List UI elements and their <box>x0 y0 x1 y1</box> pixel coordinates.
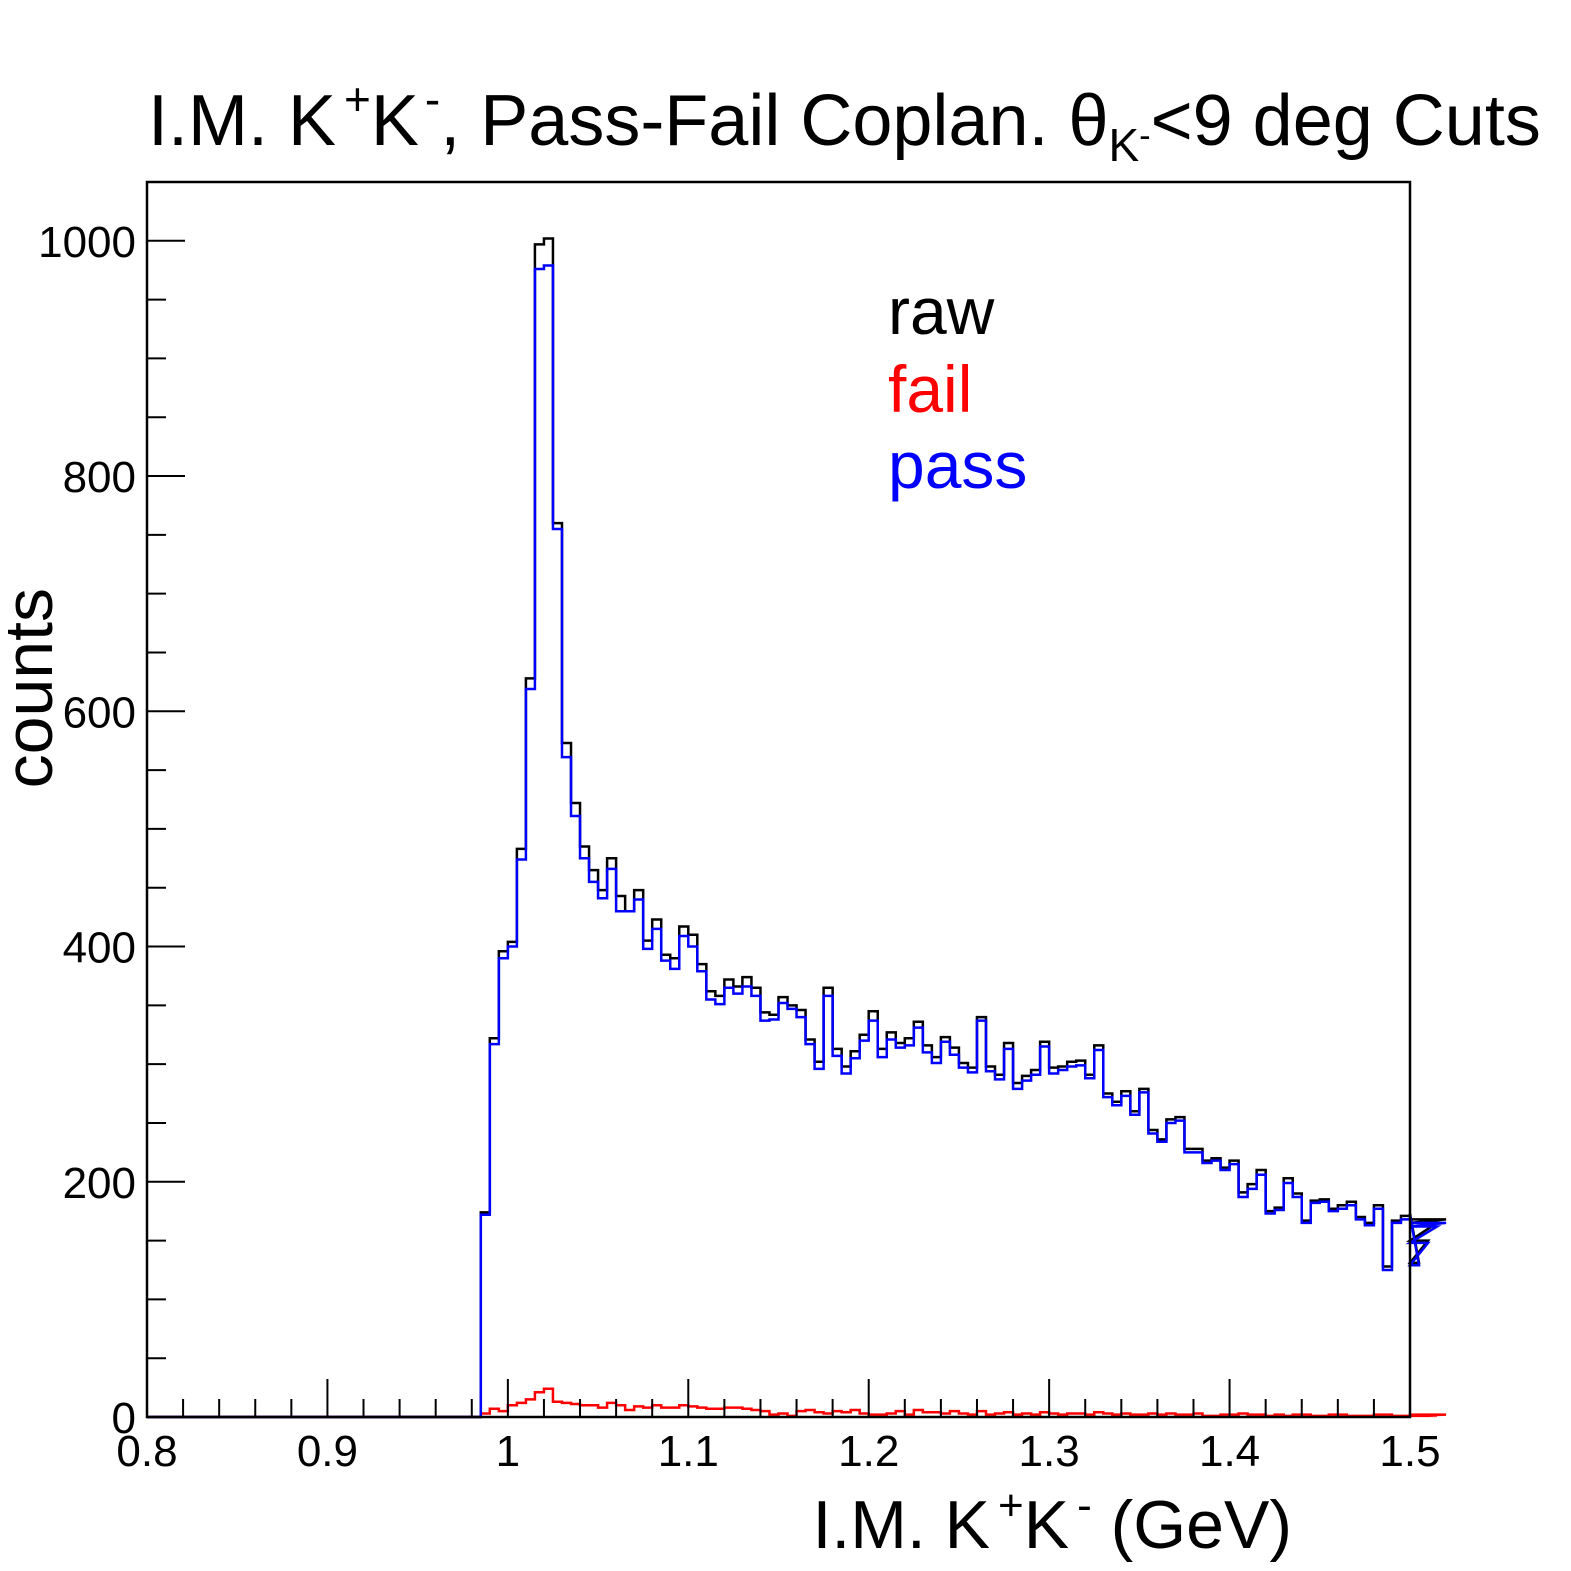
title-part: - <box>1139 117 1150 155</box>
tick-layer <box>146 181 1411 1418</box>
title-part: , Pass-Fail Coplan. θ <box>440 81 1108 161</box>
x-tick-label: 1 <box>496 1427 520 1476</box>
x-tick-label: 0.9 <box>297 1427 358 1476</box>
x-tick-label: 1.1 <box>658 1427 719 1476</box>
legend-fail: fail <box>888 352 972 426</box>
plot-frame <box>145 180 1412 1419</box>
series-pass-line <box>147 264 1447 1419</box>
x-tick-label: 1.2 <box>838 1427 899 1476</box>
title-part: K <box>1109 119 1140 171</box>
x-tick-label: 1.5 <box>1379 1427 1440 1476</box>
x-tick-label: 1.3 <box>1019 1427 1080 1476</box>
x-tick-label: 1.4 <box>1199 1427 1260 1476</box>
y-tick-label: 800 <box>63 453 136 502</box>
title-part: + <box>344 73 371 125</box>
x-title-part: (GeV) <box>1092 1487 1292 1563</box>
title-part: <9 deg Cuts <box>1151 81 1541 161</box>
title-part: - <box>425 73 440 125</box>
chart-title: I.M. K +K -, Pass-Fail Coplan. θK-<9 deg C… <box>148 73 1541 171</box>
y-tick-labels: 0 200 400 600 800 1000 <box>38 218 136 1443</box>
legend-raw: raw <box>888 274 995 348</box>
legend-pass: pass <box>888 428 1027 502</box>
y-tick-label: 1000 <box>38 218 136 267</box>
legend: raw fail pass <box>888 274 1027 502</box>
y-tick-label: 0 <box>112 1394 136 1443</box>
title-part: K <box>371 81 419 161</box>
y-tick-label: 400 <box>63 924 136 973</box>
title-part: I.M. K <box>148 81 336 161</box>
x-title-part: I.M. K <box>812 1487 990 1563</box>
x-tick-label: 0.8 <box>116 1427 177 1476</box>
x-title-part: - <box>1077 1481 1092 1530</box>
x-title-part: K <box>1024 1487 1069 1563</box>
y-axis-title: counts <box>0 588 67 788</box>
y-tick-label: 600 <box>63 688 136 737</box>
y-tick-label: 200 <box>63 1159 136 1208</box>
x-tick-labels: 0.8 0.9 1 1.1 1.2 1.3 1.4 1.5 <box>116 1427 1440 1476</box>
x-axis-title: I.M. K +K - (GeV) <box>812 1481 1292 1563</box>
x-title-part: + <box>998 1481 1024 1530</box>
